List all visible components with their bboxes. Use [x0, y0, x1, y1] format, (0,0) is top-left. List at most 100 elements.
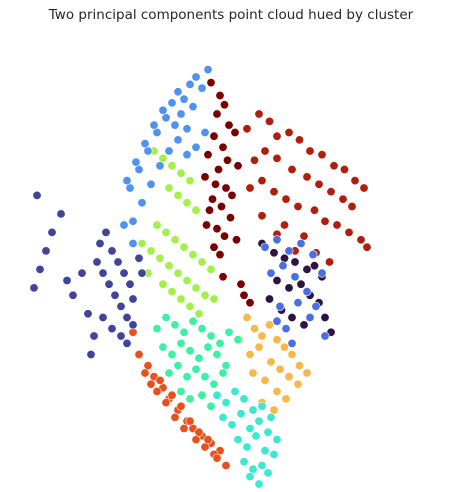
cluster-6-point — [224, 327, 234, 337]
cluster-0-point — [227, 190, 237, 200]
cluster-9-point — [164, 146, 174, 156]
cluster-1-point — [338, 194, 348, 204]
cluster-0-point — [220, 100, 230, 110]
cluster-7-point — [212, 453, 222, 463]
cluster-6-point — [161, 312, 171, 322]
cluster-5-point — [263, 427, 273, 437]
cluster-9-point — [191, 142, 201, 152]
cluster-5-point — [248, 405, 258, 415]
cluster-7-point — [179, 423, 189, 433]
cluster-9-point — [203, 65, 213, 75]
cluster-1-point — [356, 235, 366, 245]
cluster-1-point — [257, 211, 267, 221]
cluster-0-point — [214, 165, 224, 175]
cluster-6-point — [179, 327, 189, 337]
cluster-4-point — [254, 342, 264, 352]
cluster-1-point — [362, 242, 372, 252]
cluster-6-point — [170, 320, 180, 330]
cluster-8-point — [137, 239, 147, 249]
cluster-9-point — [140, 139, 150, 149]
cluster-10-point — [107, 324, 117, 334]
cluster-0-point — [215, 91, 225, 101]
cluster-9-point — [182, 124, 192, 134]
cluster-10-point — [98, 268, 108, 278]
cluster-10-point — [77, 268, 87, 278]
cluster-6-point — [197, 390, 207, 400]
cluster-6-point — [233, 335, 243, 345]
cluster-10-point — [125, 279, 135, 289]
cluster-3-point — [260, 242, 270, 252]
cluster-5-point — [272, 435, 282, 445]
cluster-1-point — [293, 202, 303, 212]
cluster-9-point — [200, 128, 210, 138]
cluster-3-point — [284, 246, 294, 256]
cluster-1-point — [294, 135, 304, 145]
cluster-5-point — [251, 431, 261, 441]
cluster-8-point — [206, 264, 216, 274]
cluster-8-point — [191, 283, 201, 293]
cluster-8-point — [158, 279, 168, 289]
cluster-0-point — [230, 128, 240, 138]
cluster-4-point — [279, 342, 289, 352]
cluster-10-point — [107, 246, 117, 256]
cluster-3-point — [293, 298, 303, 308]
cluster-9-point — [149, 120, 159, 130]
cluster-5-point — [266, 412, 276, 422]
cluster-3-point — [308, 250, 318, 260]
cluster-9-point — [137, 198, 147, 208]
cluster-0-point — [200, 172, 210, 182]
cluster-10-point — [122, 338, 132, 348]
cluster-10-point — [113, 257, 123, 267]
cluster-4-point — [266, 357, 276, 367]
cluster-0-point — [212, 109, 222, 119]
cluster-10-point — [137, 268, 147, 278]
cluster-0-point — [245, 298, 255, 308]
cluster-1-point — [257, 176, 267, 186]
cluster-8-point — [164, 183, 174, 193]
cluster-2-point — [279, 253, 289, 263]
cluster-10-point — [104, 279, 114, 289]
cluster-9-point — [176, 109, 186, 119]
cluster-1-point — [317, 150, 327, 160]
cluster-8-point — [194, 309, 204, 319]
cluster-6-point — [209, 379, 219, 389]
cluster-8-point — [209, 294, 219, 304]
cluster-0-point — [211, 179, 221, 189]
cluster-5-point — [254, 479, 264, 489]
cluster-2-point — [299, 320, 309, 330]
cluster-7-point — [221, 460, 231, 470]
cluster-4-point — [272, 335, 282, 345]
cluster-0-point — [221, 183, 231, 193]
cluster-10-point — [95, 239, 105, 249]
cluster-7-point — [185, 416, 195, 426]
cluster-2-point — [309, 261, 319, 271]
cluster-1-point — [305, 146, 315, 156]
cluster-3-point — [275, 301, 285, 311]
cluster-9-point — [128, 239, 138, 249]
cluster-0-point — [215, 250, 225, 260]
cluster-1-point — [359, 183, 369, 193]
cluster-10-point — [62, 275, 72, 285]
cluster-4-point — [242, 312, 252, 322]
cluster-1-point — [320, 216, 330, 226]
cluster-10-point — [116, 301, 126, 311]
cluster-0-point — [224, 120, 234, 130]
cluster-6-point — [176, 338, 186, 348]
cluster-0-point — [232, 235, 242, 245]
cluster-6-point — [173, 361, 183, 371]
cluster-4-point — [293, 379, 303, 389]
cluster-10-point — [98, 312, 108, 322]
cluster-10-point — [101, 227, 111, 237]
cluster-6-point — [191, 364, 201, 374]
cluster-6-point — [152, 324, 162, 334]
cluster-5-point — [212, 390, 222, 400]
cluster-6-point — [212, 349, 222, 359]
cluster-7-point — [170, 412, 180, 422]
cluster-1-point — [242, 124, 252, 134]
cluster-1-point — [344, 227, 354, 237]
cluster-4-point — [264, 320, 274, 330]
cluster-4-point — [257, 331, 267, 341]
cluster-10-point — [92, 257, 102, 267]
cluster-4-point — [248, 368, 258, 378]
cluster-9-point — [188, 102, 198, 112]
